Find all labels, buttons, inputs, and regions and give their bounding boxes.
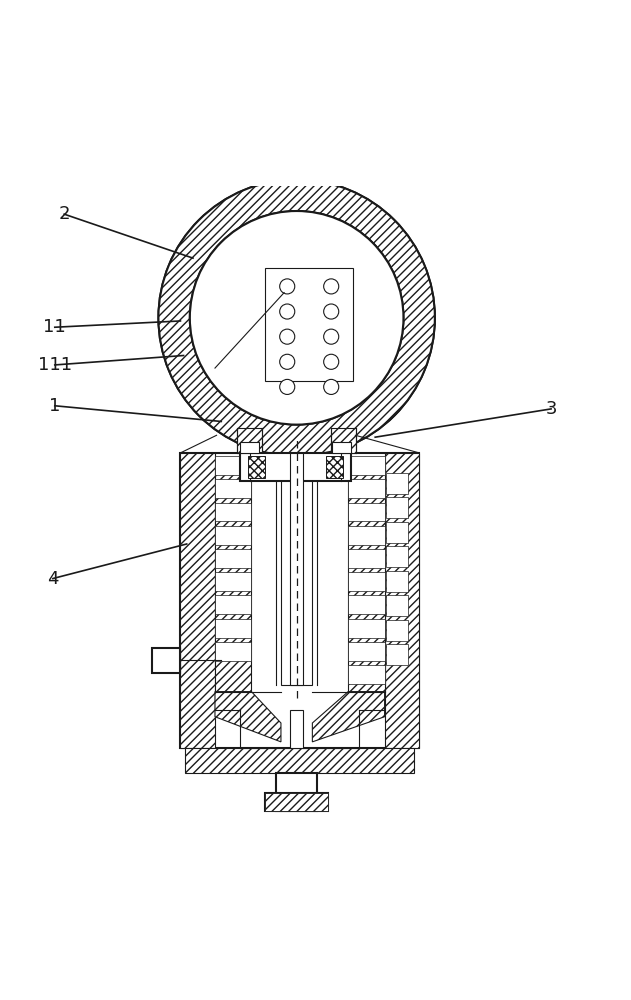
Bar <box>215 642 251 661</box>
Bar <box>387 620 408 641</box>
Circle shape <box>324 354 339 369</box>
Bar <box>215 549 251 568</box>
Bar <box>152 648 180 673</box>
Text: 2: 2 <box>59 205 70 223</box>
Circle shape <box>324 304 339 319</box>
Bar <box>348 456 385 475</box>
Bar <box>387 644 408 665</box>
Bar <box>215 503 251 521</box>
Bar <box>215 465 251 692</box>
Text: 4: 4 <box>47 570 59 588</box>
Circle shape <box>324 279 339 294</box>
Bar <box>332 442 351 453</box>
Bar <box>215 456 251 475</box>
Bar <box>348 572 385 591</box>
Circle shape <box>280 354 295 369</box>
Circle shape <box>280 279 295 294</box>
Circle shape <box>190 211 403 425</box>
Bar <box>348 642 385 661</box>
Bar <box>180 453 215 748</box>
Bar <box>348 503 385 521</box>
Polygon shape <box>237 428 262 453</box>
Bar <box>240 453 351 481</box>
Bar <box>348 619 385 638</box>
Bar <box>215 595 251 614</box>
Bar <box>387 522 408 543</box>
Circle shape <box>280 329 295 344</box>
Bar <box>240 442 259 453</box>
Polygon shape <box>331 428 357 453</box>
Bar <box>265 793 328 811</box>
Text: 111: 111 <box>38 356 72 374</box>
Bar <box>348 595 385 614</box>
Bar <box>290 453 303 685</box>
Bar <box>348 549 385 568</box>
Bar <box>387 546 408 567</box>
Text: 1: 1 <box>49 397 61 415</box>
Bar <box>281 453 312 685</box>
Bar <box>387 571 408 592</box>
Bar <box>265 793 328 811</box>
Text: 3: 3 <box>545 400 557 418</box>
Bar <box>215 619 251 638</box>
Bar <box>276 773 317 811</box>
Bar <box>348 479 385 498</box>
Circle shape <box>324 379 339 394</box>
Wedge shape <box>158 180 435 456</box>
Bar <box>348 665 385 684</box>
Bar <box>248 456 265 478</box>
Bar <box>186 748 414 773</box>
Bar <box>326 456 343 478</box>
Polygon shape <box>215 692 281 742</box>
Bar <box>180 453 419 748</box>
Text: 11: 11 <box>44 318 66 336</box>
Bar <box>348 526 385 545</box>
Circle shape <box>324 329 339 344</box>
Bar <box>265 268 353 381</box>
Circle shape <box>280 379 295 394</box>
Bar <box>215 479 251 498</box>
Bar <box>387 497 408 518</box>
Bar <box>385 453 419 748</box>
Bar <box>348 465 385 692</box>
Bar <box>387 473 408 494</box>
Bar <box>290 710 303 748</box>
Bar <box>387 595 408 616</box>
Bar <box>215 572 251 591</box>
Circle shape <box>158 180 435 456</box>
Circle shape <box>280 304 295 319</box>
Bar <box>215 526 251 545</box>
Polygon shape <box>312 692 385 742</box>
